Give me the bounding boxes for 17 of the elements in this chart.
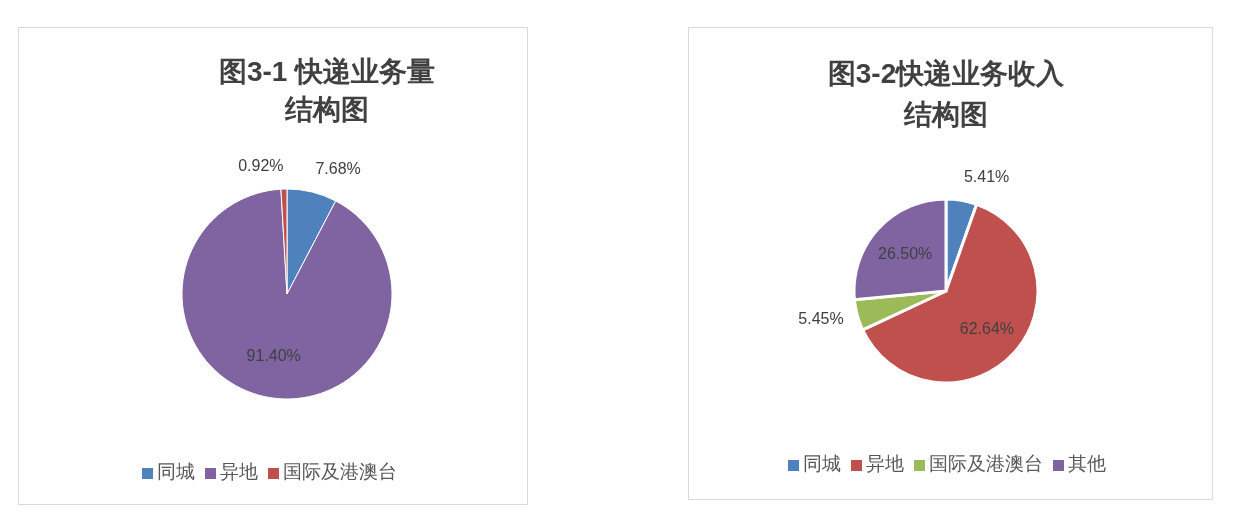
legend-label: 其他 — [1067, 453, 1106, 474]
data-label: 7.68% — [315, 160, 361, 178]
legend-label: 国际及港澳台 — [282, 461, 397, 482]
chart-title: 图3-2快递业务收入结构图 — [826, 57, 1066, 132]
data-label: 26.50% — [878, 245, 933, 263]
chart-title: 图3-1 快递业务量结构图 — [217, 55, 437, 127]
data-label: 5.41% — [963, 168, 1010, 186]
data-label: 0.92% — [238, 156, 284, 174]
legend-label: 同城 — [802, 453, 841, 474]
legend-label: 异地 — [865, 453, 904, 474]
legend-label: 国际及港澳台 — [928, 453, 1043, 474]
data-label: 5.45% — [798, 310, 844, 328]
legend-label: 异地 — [219, 461, 258, 482]
pie-slice — [181, 188, 393, 400]
data-label: 91.40% — [246, 347, 301, 365]
data-label: 62.64% — [959, 319, 1015, 337]
legend-label: 同城 — [156, 461, 195, 482]
